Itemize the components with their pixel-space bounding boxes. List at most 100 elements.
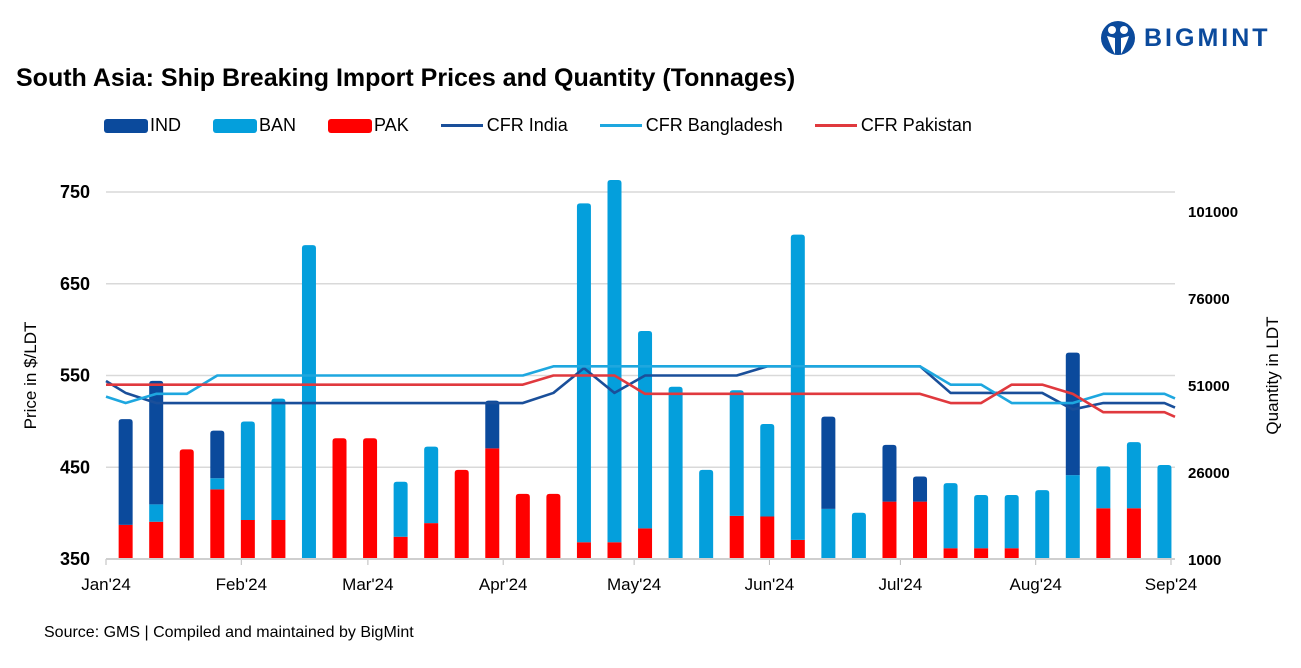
legend-label: IND	[150, 115, 181, 135]
bar-pak	[729, 515, 744, 559]
bar-pak	[485, 448, 500, 559]
x-tick-label: Jan'24	[81, 575, 131, 594]
legend-swatch	[814, 124, 857, 127]
bar-ban	[424, 446, 439, 524]
y2-tick-label: 1000	[1188, 552, 1221, 569]
bar-pak	[118, 524, 133, 559]
y-tick-label: 450	[60, 457, 90, 477]
legend-label: CFR Pakistan	[860, 115, 972, 135]
bar-pak	[760, 516, 775, 559]
bar-ban	[699, 469, 714, 559]
bar-ban	[576, 203, 591, 543]
legend-label: PAK	[374, 115, 409, 135]
bar-pak	[424, 523, 439, 559]
line-cfr-bangladesh	[105, 365, 1176, 405]
bar-pak	[210, 489, 225, 559]
bar-ban	[1126, 442, 1141, 509]
x-tick-label: May'24	[607, 575, 661, 594]
bigmint-people-logo-icon	[1101, 21, 1135, 55]
y-tick-label: 750	[60, 182, 90, 202]
bar-ban	[638, 331, 653, 529]
legend-item-ban: BAN	[213, 115, 296, 136]
y2-tick-label: 51000	[1188, 378, 1230, 395]
bar-pak	[1126, 508, 1141, 559]
legend-label: CFR India	[486, 115, 568, 135]
bar-pak	[332, 438, 347, 559]
bar-pak	[913, 501, 928, 559]
bar-pak	[546, 493, 561, 559]
bar-pak	[576, 542, 591, 559]
legend-swatch	[213, 118, 257, 133]
line-cfr-india	[105, 365, 1176, 411]
legend-item-cfr-india: CFR India	[440, 115, 568, 136]
bar-ind	[485, 400, 500, 449]
bar-pak	[240, 520, 255, 559]
bar-ban	[210, 478, 225, 490]
bar-ban	[393, 481, 408, 537]
y2-tick-label: 76000	[1188, 291, 1230, 308]
bar-pak	[607, 542, 622, 559]
bar-ban	[1035, 490, 1050, 559]
bar-pak	[179, 449, 194, 559]
bar-pak	[393, 536, 408, 559]
bar-ban	[729, 390, 744, 516]
bar-pak	[790, 539, 805, 559]
x-tick-label: Aug'24	[1009, 575, 1061, 594]
x-tick-label: Jun'24	[745, 575, 795, 594]
bar-ban	[974, 494, 989, 549]
legend-item-ind: IND	[104, 115, 181, 136]
line-cfr-pakistan	[106, 374, 1176, 418]
bar-pak	[1096, 508, 1111, 559]
x-tick-label: Mar'24	[342, 575, 393, 594]
bar-pak	[149, 521, 164, 559]
legend-swatch	[328, 118, 373, 133]
bar-ban	[1096, 466, 1111, 509]
legend-swatch	[599, 124, 642, 127]
bar-ban	[1065, 475, 1080, 559]
y-tick-label: 350	[60, 549, 90, 569]
bar-ban	[851, 512, 866, 559]
bar-pak	[974, 548, 989, 559]
bar-ind	[1065, 352, 1080, 476]
y2-tick-label: 26000	[1188, 465, 1230, 482]
bar-ban	[271, 398, 286, 521]
legend-swatch	[440, 124, 483, 127]
bar-ind	[821, 416, 836, 509]
bar-pak	[271, 520, 286, 559]
x-tick-label: Sep'24	[1145, 575, 1197, 594]
bar-ind	[882, 444, 897, 502]
legend-item-cfr-pakistan: CFR Pakistan	[814, 115, 972, 136]
bigmint-logo: BIGMINT	[1100, 20, 1271, 56]
bar-ind	[118, 419, 133, 525]
legend-swatch	[104, 118, 148, 133]
bar-ban	[821, 508, 836, 559]
x-tick-label: Jul'24	[878, 575, 922, 594]
bar-ban	[1004, 494, 1019, 549]
bar-pak	[515, 493, 530, 559]
legend: IND BAN PAK CFR India CFR Bangladesh CFR…	[104, 115, 1004, 136]
source-note: Source: GMS | Compiled and maintained by…	[44, 624, 414, 641]
bar-ind	[913, 476, 928, 502]
bar-ban	[1157, 465, 1172, 559]
logo-text: BIGMINT	[1144, 23, 1271, 52]
legend-label: CFR Bangladesh	[645, 115, 783, 135]
y-axis-label: Price in $/LDT	[21, 322, 40, 430]
legend-item-cfr-bangladesh: CFR Bangladesh	[599, 115, 783, 136]
y2-tick-label: 101000	[1188, 204, 1238, 221]
bar-ind	[210, 430, 225, 479]
bar-pak	[454, 469, 469, 559]
y-tick-label: 650	[60, 274, 90, 294]
bar-ban	[240, 421, 255, 521]
legend-item-pak: PAK	[328, 115, 409, 136]
x-tick-label: Apr'24	[479, 575, 528, 594]
chart-title: South Asia: Ship Breaking Import Prices …	[16, 64, 796, 92]
bar-ind	[149, 380, 164, 505]
bar-ban	[760, 423, 775, 517]
bar-pak	[882, 501, 897, 559]
bar-pak	[638, 528, 653, 559]
bar-ban	[943, 483, 958, 549]
x-tick-label: Feb'24	[216, 575, 267, 594]
bar-ban	[668, 386, 683, 559]
legend-label: BAN	[259, 115, 297, 135]
